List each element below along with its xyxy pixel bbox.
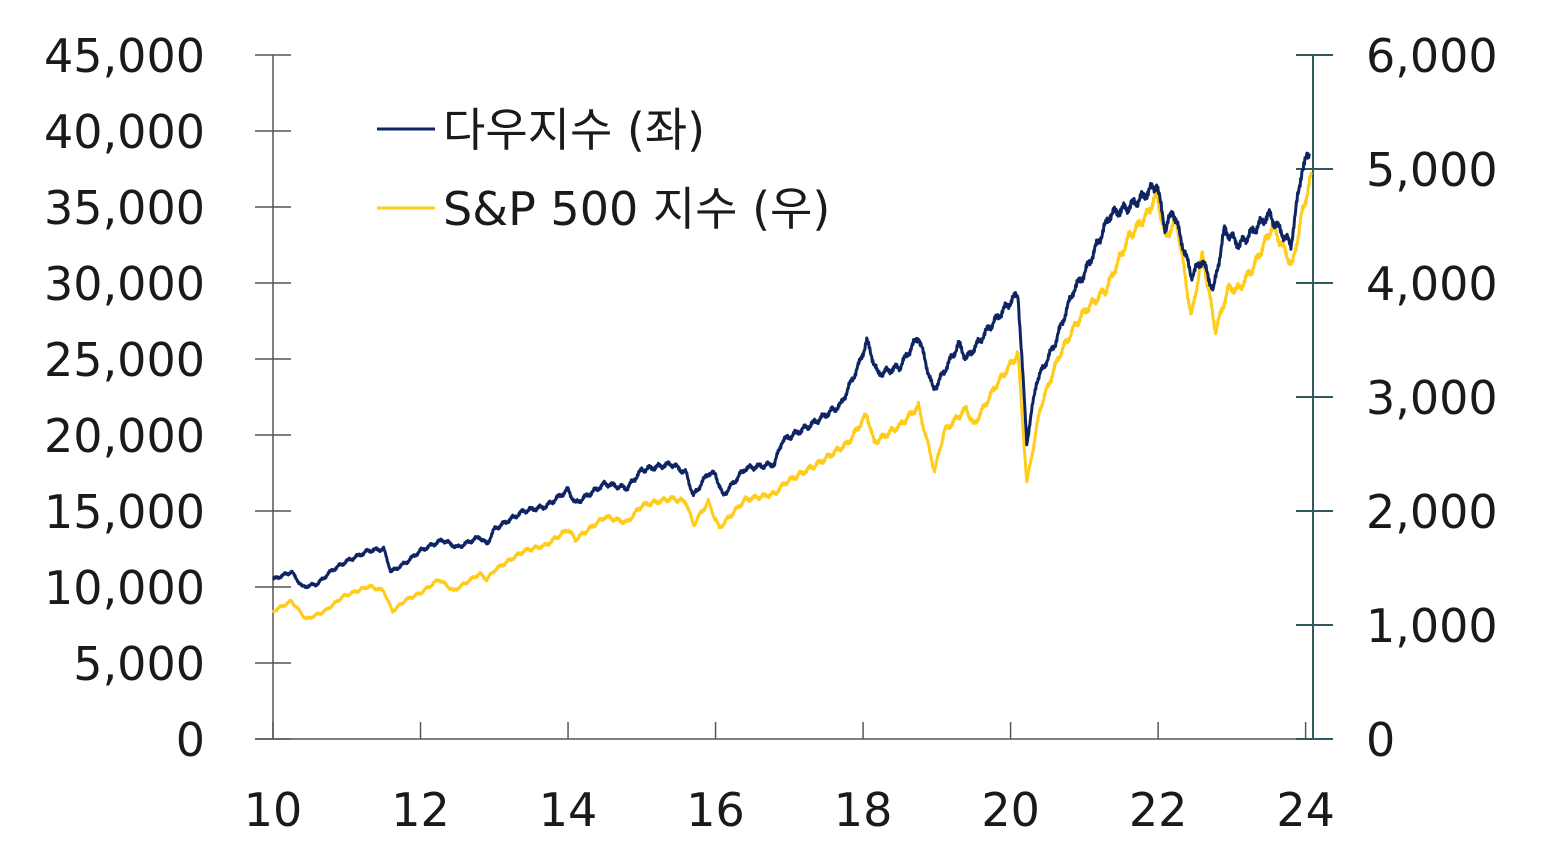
left-y-tick-label: 15,000 [44,485,205,539]
x-tick-label: 12 [391,783,450,837]
left-y-tick-label: 20,000 [44,409,205,463]
right-y-axis-ticks: 0 1,000 2,000 3,000 4,000 5,000 6,000 [1296,29,1498,767]
x-tick-label: 16 [686,783,745,837]
x-axis-ticks: 10 12 14 16 18 20 22 24 [244,722,1335,837]
right-y-tick-label: 0 [1366,713,1395,767]
left-y-axis-ticks: 0 5,000 10,000 15,000 20,000 25,000 30,000 35,0… [44,29,291,767]
left-y-tick-label: 0 [176,713,205,767]
left-y-tick-label: 25,000 [44,333,205,387]
right-y-tick-label: 6,000 [1366,29,1498,83]
x-tick-label: 20 [981,783,1040,837]
x-tick-label: 18 [834,783,893,837]
left-y-tick-label: 10,000 [44,561,205,615]
left-y-tick-label: 35,000 [44,181,205,235]
right-y-tick-label: 2,000 [1366,485,1498,539]
right-y-tick-label: 5,000 [1366,143,1498,197]
series-line-dow [272,151,1311,590]
series-line-sp500 [271,171,1313,621]
x-tick-label: 10 [244,783,303,837]
x-tick-label: 14 [539,783,598,837]
legend-label-dow: 다우지수 (좌) [443,103,705,157]
right-y-tick-label: 3,000 [1366,371,1498,425]
right-y-tick-label: 1,000 [1366,599,1498,653]
series-lines [271,151,1313,621]
x-tick-label: 22 [1129,783,1188,837]
right-y-tick-label: 4,000 [1366,257,1498,311]
axes [255,55,1333,740]
x-tick-label: 24 [1276,783,1335,837]
left-y-tick-label: 45,000 [44,29,205,83]
legend: 다우지수 (좌) S&P 500 지수 (우) [377,103,830,236]
left-y-tick-label: 5,000 [73,637,205,691]
left-y-tick-label: 30,000 [44,257,205,311]
left-y-tick-label: 40,000 [44,105,205,159]
legend-label-sp500: S&P 500 지수 (우) [443,182,830,236]
